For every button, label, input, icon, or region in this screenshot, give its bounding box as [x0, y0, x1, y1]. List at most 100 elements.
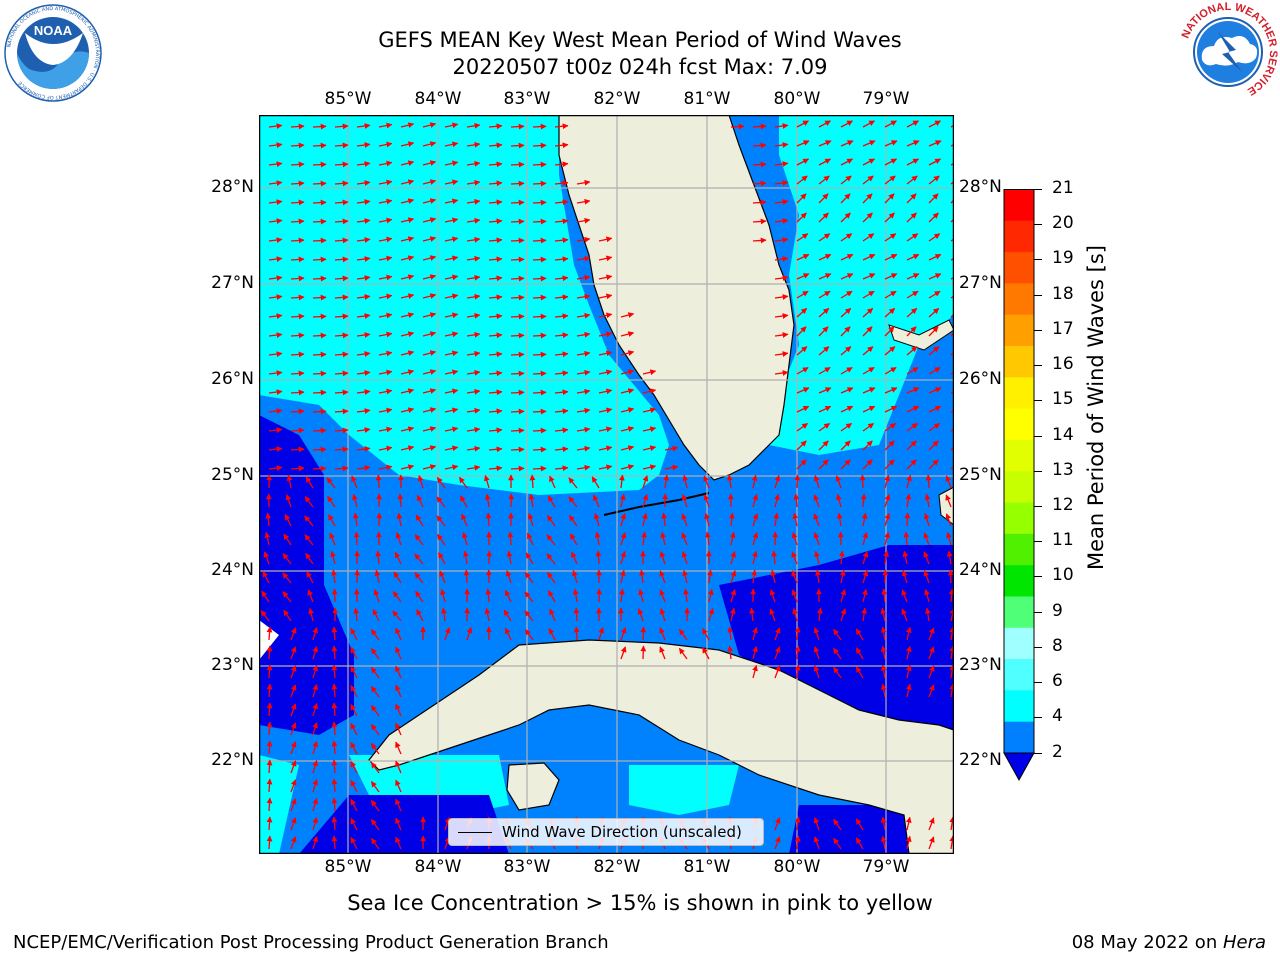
colorbar-tick-mark	[1034, 506, 1042, 507]
wind-wave-arrow	[422, 369, 437, 375]
wind-wave-arrow	[266, 721, 273, 736]
wind-wave-arrow	[416, 609, 424, 622]
wind-wave-arrow	[312, 161, 327, 168]
wind-wave-arrow	[928, 387, 942, 394]
wind-wave-arrow	[326, 477, 336, 489]
wind-wave-arrow	[312, 294, 327, 301]
wind-wave-arrow	[422, 350, 437, 356]
wind-wave-arrow	[400, 464, 415, 470]
legend-label: Wind Wave Direction (unscaled)	[502, 823, 742, 841]
wind-wave-arrow	[752, 161, 767, 168]
wind-wave-arrow	[378, 293, 393, 300]
wind-wave-arrow	[796, 233, 809, 242]
wind-wave-arrow	[378, 274, 393, 281]
wind-wave-arrow	[510, 294, 525, 301]
wind-wave-arrow	[400, 312, 415, 318]
wind-wave-arrow	[774, 836, 781, 850]
wind-wave-arrow	[422, 122, 437, 128]
wind-wave-arrow	[466, 331, 481, 338]
wind-wave-arrow	[327, 495, 336, 508]
wind-wave-arrow	[576, 293, 591, 300]
chart-title: GEFS MEAN Key West Mean Period of Wind W…	[378, 28, 902, 52]
wind-wave-arrow	[510, 161, 525, 168]
wind-wave-arrow	[444, 274, 459, 281]
colorbar-tick-mark	[1034, 224, 1042, 226]
wind-wave-arrow	[855, 628, 864, 641]
nws-logo: NATIONAL WEATHER SERVICE	[1180, 2, 1278, 100]
wind-wave-arrow	[466, 388, 481, 395]
wind-wave-arrow	[440, 588, 446, 603]
wind-wave-arrow	[370, 838, 380, 850]
wind-wave-arrow	[813, 475, 820, 489]
wind-wave-arrow	[818, 140, 832, 147]
wind-wave-arrow	[488, 123, 503, 130]
wind-wave-arrow	[905, 645, 912, 660]
wind-wave-arrow	[290, 427, 305, 434]
wind-wave-arrow	[554, 427, 569, 434]
wind-wave-arrow	[774, 218, 789, 224]
wind-wave-arrow	[466, 426, 481, 433]
lat-label-right: 24°N	[959, 560, 1002, 580]
colorbar-segment	[1004, 627, 1034, 660]
wind-wave-arrow	[884, 459, 895, 470]
wind-wave-arrow	[859, 474, 866, 489]
wind-wave-arrow	[554, 351, 569, 358]
wind-wave-arrow	[524, 572, 534, 584]
wind-wave-arrow	[444, 627, 451, 641]
wind-wave-arrow	[576, 312, 591, 319]
wind-wave-arrow	[906, 175, 918, 185]
wave-period-map	[259, 115, 954, 854]
wind-wave-arrow	[458, 476, 468, 489]
wind-wave-arrow	[906, 440, 917, 451]
wind-wave-arrow	[290, 199, 305, 206]
wind-wave-arrow	[905, 683, 912, 698]
wind-wave-arrow	[528, 493, 535, 508]
wind-wave-arrow	[796, 212, 807, 223]
wind-wave-arrow	[862, 307, 874, 318]
wind-wave-arrow	[304, 534, 314, 546]
wind-wave-arrow	[659, 589, 666, 603]
ocean-lt2-east	[719, 545, 954, 735]
wind-wave-arrow	[439, 570, 446, 584]
wind-wave-arrow	[573, 607, 580, 622]
wind-wave-arrow	[331, 588, 338, 603]
wind-wave-arrow	[395, 532, 402, 546]
wind-wave-arrow	[794, 835, 801, 850]
wind-wave-arrow	[880, 816, 887, 831]
wind-wave-arrow	[488, 408, 503, 415]
wind-wave-arrow	[774, 627, 781, 641]
wind-wave-arrow	[928, 140, 942, 147]
wind-wave-arrow	[569, 533, 578, 546]
wind-wave-arrow	[483, 474, 490, 489]
wind-wave-arrow	[554, 275, 569, 282]
wind-wave-arrow	[928, 684, 935, 698]
wind-wave-arrow	[702, 647, 710, 660]
wind-wave-arrow	[422, 198, 437, 204]
wind-wave-arrow	[573, 626, 580, 641]
wind-wave-arrow	[923, 551, 930, 565]
wind-wave-arrow	[484, 493, 491, 508]
wind-wave-arrow	[444, 217, 459, 224]
wind-wave-arrow	[283, 533, 292, 546]
wind-wave-arrow	[642, 388, 657, 395]
wind-wave-arrow	[883, 550, 890, 565]
wind-wave-arrow	[948, 588, 954, 603]
wind-wave-arrow	[290, 123, 305, 130]
wind-wave-arrow	[946, 531, 952, 546]
wind-wave-arrow	[862, 326, 873, 337]
wind-wave-arrow	[466, 217, 481, 224]
wind-wave-arrow	[532, 123, 547, 130]
wind-wave-arrow	[459, 495, 468, 508]
colorbar-tick-mark	[1034, 541, 1042, 543]
wind-wave-arrow	[598, 407, 613, 414]
wind-wave-arrow	[840, 193, 851, 204]
wind-wave-arrow	[549, 475, 556, 489]
wind-wave-arrow	[286, 474, 293, 489]
lon-label-top: 82°W	[593, 89, 641, 109]
wind-wave-arrow	[510, 199, 525, 206]
wind-wave-arrow	[312, 275, 327, 282]
wind-wave-arrow	[923, 570, 930, 584]
wind-wave-arrow	[268, 313, 283, 319]
wind-wave-arrow	[703, 475, 710, 489]
wind-wave-arrow	[532, 446, 547, 453]
